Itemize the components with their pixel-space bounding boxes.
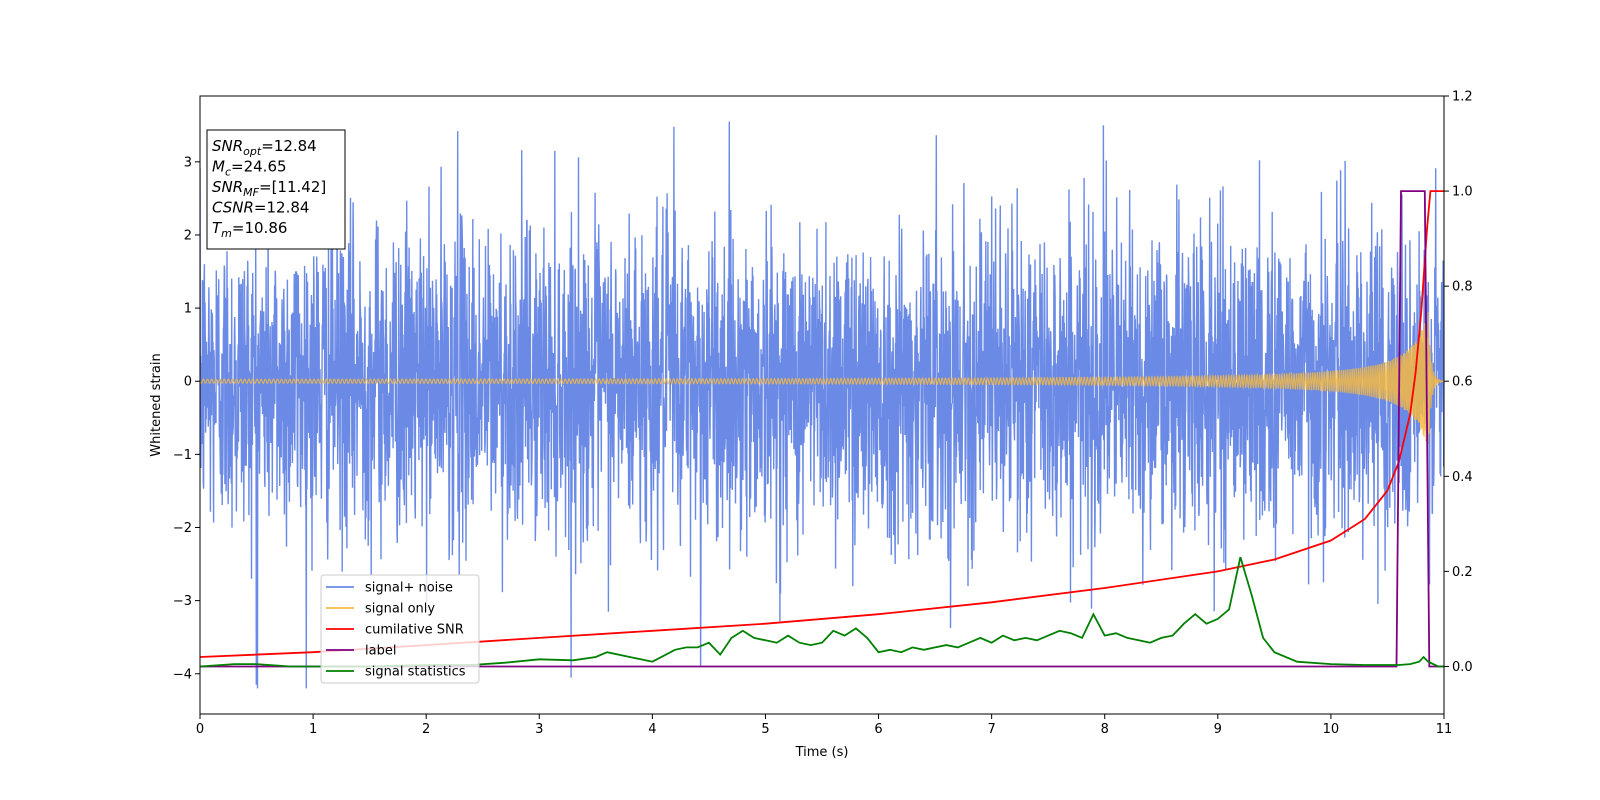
legend-label: signal+ noise [365, 581, 453, 596]
axes-layer: 0 1 2 3 4 5 6 7 8 9 10 11 −4 −3 −2 −1 0 1 2 3 0.0 0.2 0.4 0.6 0.… [149, 90, 1473, 761]
y-tick-label: −1 [173, 448, 192, 463]
x-axis-label: Time (s) [795, 745, 849, 760]
y-tick-label: 3 [184, 155, 192, 170]
legend-frame [320, 574, 480, 684]
legend-label: cumilative SNR [365, 623, 464, 638]
legend-label: label [365, 644, 396, 659]
y2-tick-label: 1.0 [1452, 185, 1473, 200]
series-cumulative-snr [200, 190, 1444, 658]
y2-tick-label: 0.4 [1452, 470, 1473, 485]
x-tick-label: 8 [1101, 722, 1109, 737]
x-tick-label: 3 [535, 722, 543, 737]
series-signal-noise [200, 121, 1444, 689]
series-label [200, 190, 1444, 668]
x-tick-label: 0 [196, 722, 204, 737]
y2-tick-label: 0.2 [1452, 565, 1473, 580]
y-tick-label: 0 [184, 375, 192, 390]
info-box: SNRopt=12.84Mc=24.65SNRMF=[11.42]CSNR=12… [206, 129, 346, 250]
y2-tick-label: 0.8 [1452, 280, 1473, 295]
legend-label: signal only [365, 602, 435, 617]
info-tm: Tm=10.86 [212, 219, 287, 240]
x-tick-label: 6 [874, 722, 882, 737]
info-box-frame [206, 129, 346, 250]
x-tick-label: 10 [1323, 722, 1340, 737]
x-tick-label: 1 [309, 722, 317, 737]
series-signal-only [200, 312, 1444, 449]
y-tick-label: −3 [173, 594, 192, 609]
x-tick-label: 9 [1214, 722, 1222, 737]
x-tick-label: 11 [1436, 722, 1453, 737]
info-csnr: CSNR=12.84 [212, 199, 309, 217]
legend: signal+ noise signal only cumilative SNR la… [320, 574, 480, 684]
y-axis-label: Whitened strain [149, 353, 164, 456]
info-mc: Mc=24.65 [212, 158, 287, 179]
legend-label: signal statistics [365, 665, 466, 680]
series-signal-statistics [200, 556, 1444, 668]
x-tick-label: 4 [648, 722, 656, 737]
y-tick-label: 1 [184, 302, 192, 317]
x-tick-label: 2 [422, 722, 430, 737]
y2-tick-label: 0.6 [1452, 375, 1473, 390]
info-snr-mf: SNRMF=[11.42] [212, 178, 326, 199]
x-tick-label: 5 [761, 722, 769, 737]
plot-frame [199, 95, 1445, 715]
y2-tick-label: 0.0 [1452, 660, 1473, 675]
y-tick-label: 2 [184, 228, 192, 243]
info-snr-opt: SNRopt=12.84 [212, 137, 317, 158]
y-tick-label: −2 [173, 521, 192, 536]
y-tick-label: −4 [173, 667, 192, 682]
y2-tick-label: 1.2 [1452, 90, 1473, 105]
plot-layer [200, 121, 1444, 689]
x-tick-label: 7 [987, 722, 995, 737]
